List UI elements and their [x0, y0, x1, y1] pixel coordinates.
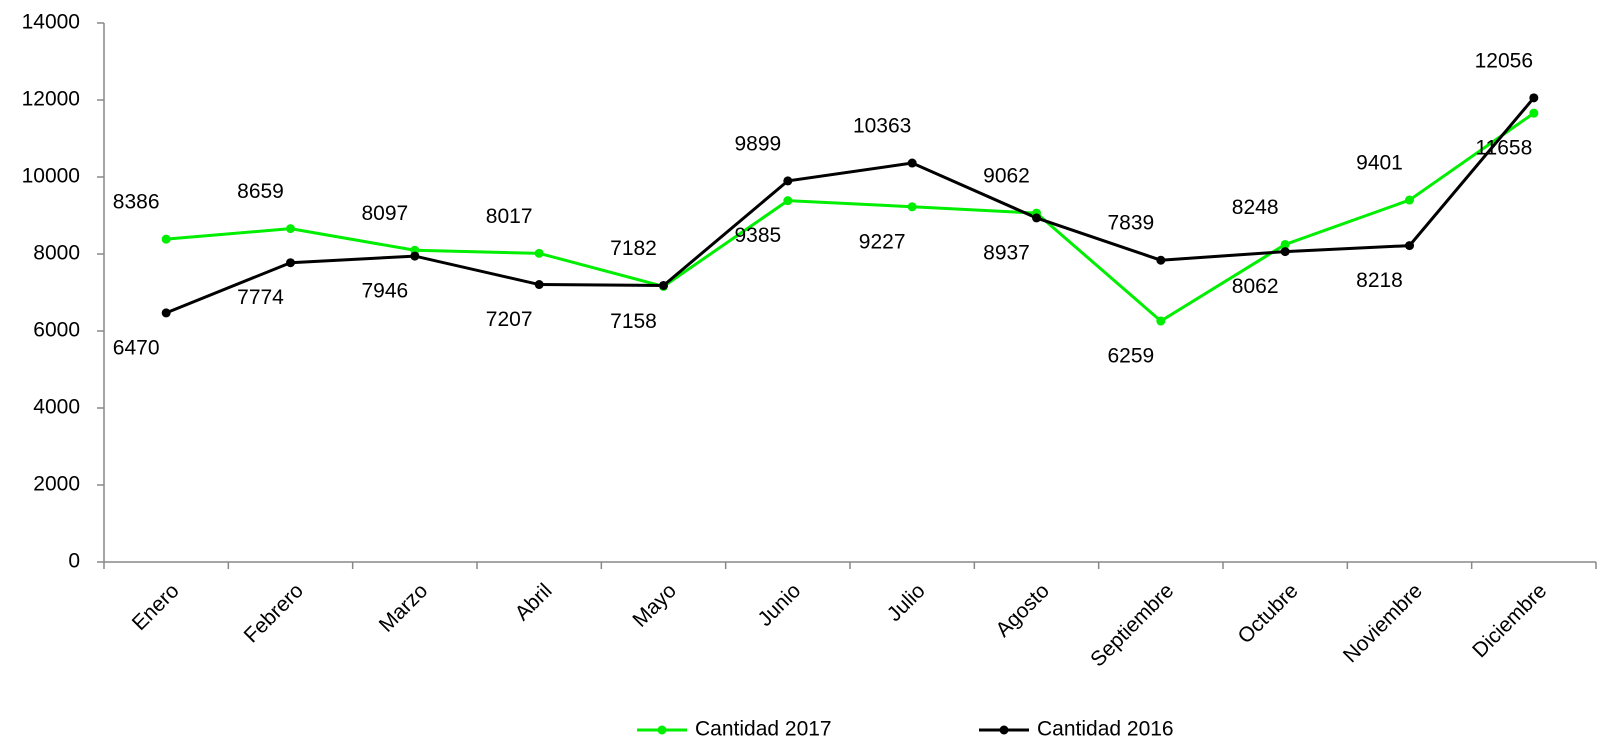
series-point [534, 248, 544, 258]
x-tick-label: Septiembre [1086, 579, 1178, 671]
data-label: 10363 [853, 115, 911, 138]
data-label: 8097 [361, 202, 408, 225]
x-tick-label: Diciembre [1468, 579, 1551, 662]
data-label: 7158 [610, 310, 657, 333]
data-label: 8659 [237, 180, 284, 203]
legend-marker [657, 725, 667, 735]
series-point [161, 308, 171, 318]
data-label: 11658 [1475, 137, 1532, 160]
series-point [1156, 316, 1166, 326]
y-tick-label: 14000 [22, 11, 80, 34]
data-label: 7839 [1107, 212, 1154, 235]
legend-marker [999, 725, 1009, 735]
series-point [907, 158, 917, 168]
x-tick-label: Octubre [1234, 579, 1303, 648]
data-label: 12056 [1475, 49, 1533, 72]
y-tick-label: 12000 [22, 88, 80, 111]
series-point [286, 224, 295, 234]
y-tick-label: 10000 [22, 165, 80, 188]
data-label: 8017 [486, 205, 533, 228]
series-point [1405, 241, 1414, 251]
data-label: 9899 [734, 132, 781, 155]
series-point [659, 280, 668, 290]
x-tick-label: Mayo [628, 579, 681, 632]
x-tick-label: Abril [511, 579, 557, 625]
series-line [166, 111, 1535, 323]
data-label: 8062 [1232, 275, 1279, 298]
x-tick-label: Marzo [375, 579, 433, 637]
series-point [1529, 108, 1539, 118]
data-label: 6259 [1107, 345, 1154, 368]
series-point [1032, 213, 1041, 223]
series-point [1280, 239, 1290, 249]
series-point [1405, 195, 1414, 205]
x-tick-label: Enero [128, 579, 184, 635]
series-line [165, 96, 1535, 315]
y-tick-label: 8000 [33, 242, 80, 265]
y-tick-label: 4000 [33, 396, 80, 419]
y-tick-label: 0 [68, 550, 80, 573]
data-label: 8218 [1356, 269, 1403, 292]
y-tick-label: 2000 [33, 473, 80, 496]
data-label: 7207 [486, 308, 533, 331]
data-label: 8937 [983, 241, 1030, 264]
series-point [161, 234, 171, 244]
x-tick-label: Julio [883, 579, 930, 626]
data-label: 7946 [361, 280, 408, 303]
data-label: 9385 [734, 224, 781, 247]
data-label: 6470 [113, 336, 160, 359]
series-point [286, 258, 295, 268]
x-tick-label: Febrero [240, 579, 308, 647]
series-point [783, 196, 793, 206]
series-point [1280, 247, 1290, 257]
x-tick-label: Agosto [991, 579, 1054, 642]
x-tick-label: Noviembre [1339, 579, 1427, 667]
data-label: 7774 [237, 286, 284, 309]
legend-label: Cantidad 2017 [695, 718, 832, 740]
x-tick-label: Junio [754, 579, 806, 631]
series-point [907, 202, 917, 212]
data-label: 9062 [983, 165, 1030, 188]
series-point [410, 251, 420, 261]
data-label: 7182 [610, 237, 657, 260]
legend-label: Cantidad 2016 [1037, 718, 1174, 740]
y-tick-label: 6000 [33, 319, 80, 342]
data-label: 8386 [113, 191, 160, 214]
data-label: 8248 [1232, 196, 1279, 219]
data-label: 9401 [1356, 152, 1403, 175]
series-point [534, 280, 544, 290]
series-point [1156, 255, 1166, 265]
series-point [783, 176, 793, 186]
series-point [1529, 93, 1539, 103]
data-label: 9227 [859, 230, 906, 253]
